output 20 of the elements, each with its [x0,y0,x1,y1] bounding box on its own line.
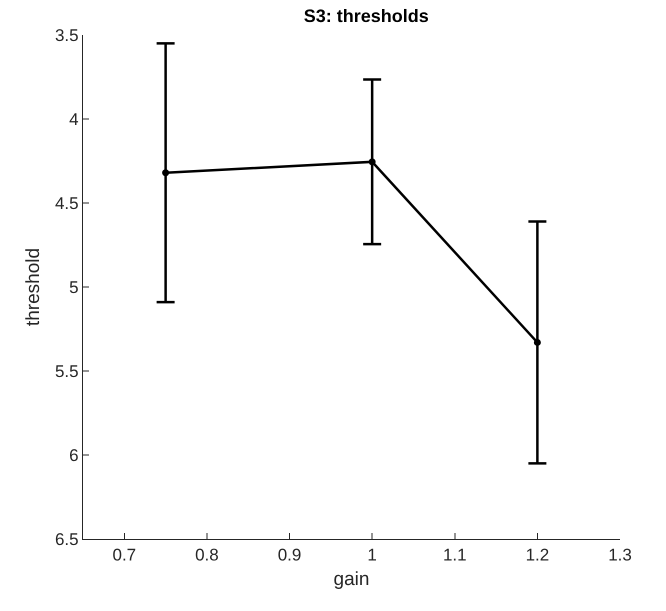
x-axis-title: gain [334,569,370,590]
x-tick-label: 0.9 [278,545,302,564]
x-tick-label: 1.3 [608,545,632,564]
x-tick-label: 1.2 [526,545,550,564]
x-tick-label: 0.8 [195,545,219,564]
x-tick-label: 0.7 [112,545,136,564]
y-tick-label: 5 [69,278,79,297]
y-tick-label: 5.5 [54,362,79,381]
y-axis-title: threshold [22,248,44,326]
point [368,158,376,166]
y-tick-label: 6 [69,446,79,465]
y-tick-label: 6.5 [54,530,79,549]
point [534,338,541,346]
point [162,169,170,176]
chart-title: S3: thresholds [304,6,429,26]
x-tick-label: 1.1 [442,545,467,564]
x-tick-label: 1 [367,545,377,564]
y-tick-label: 4.5 [54,194,79,213]
y-tick-label: 4 [69,110,79,129]
y-tick-label: 3.5 [54,26,79,45]
